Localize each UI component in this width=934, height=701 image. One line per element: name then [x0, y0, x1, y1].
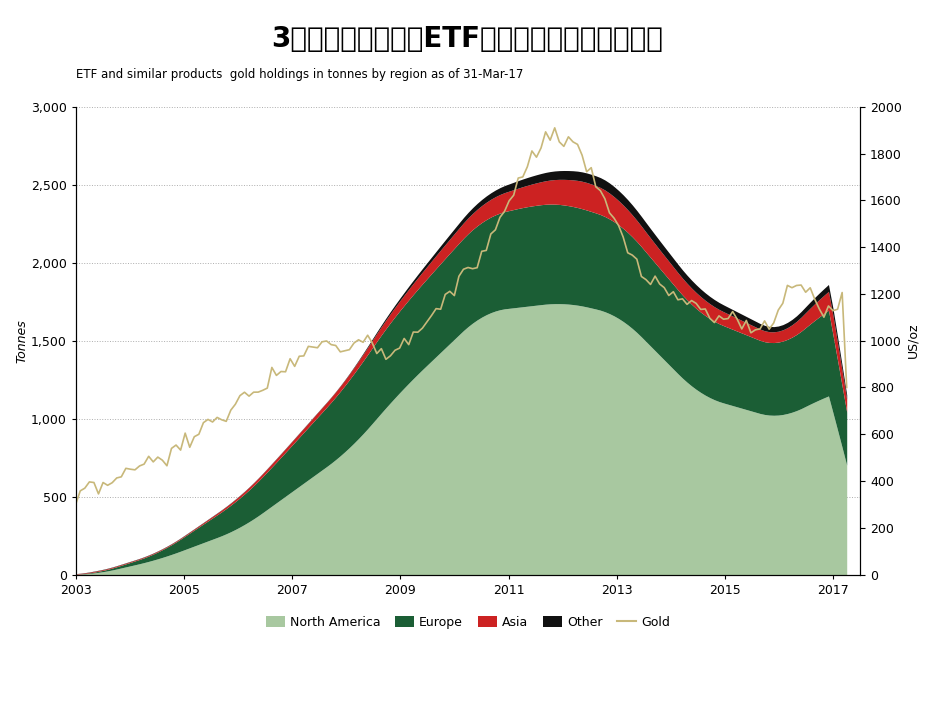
Y-axis label: US/oz: US/oz	[906, 323, 919, 358]
Legend: North America, Europe, Asia, Other, Gold: North America, Europe, Asia, Other, Gold	[261, 611, 675, 634]
Y-axis label: Tonnes: Tonnes	[15, 319, 28, 362]
Text: 3月末時点におけるETFを通じた地域別金購入量: 3月末時点におけるETFを通じた地域別金購入量	[271, 25, 663, 53]
Text: ETF and similar products  gold holdings in tonnes by region as of 31-Mar-17: ETF and similar products gold holdings i…	[76, 68, 523, 81]
